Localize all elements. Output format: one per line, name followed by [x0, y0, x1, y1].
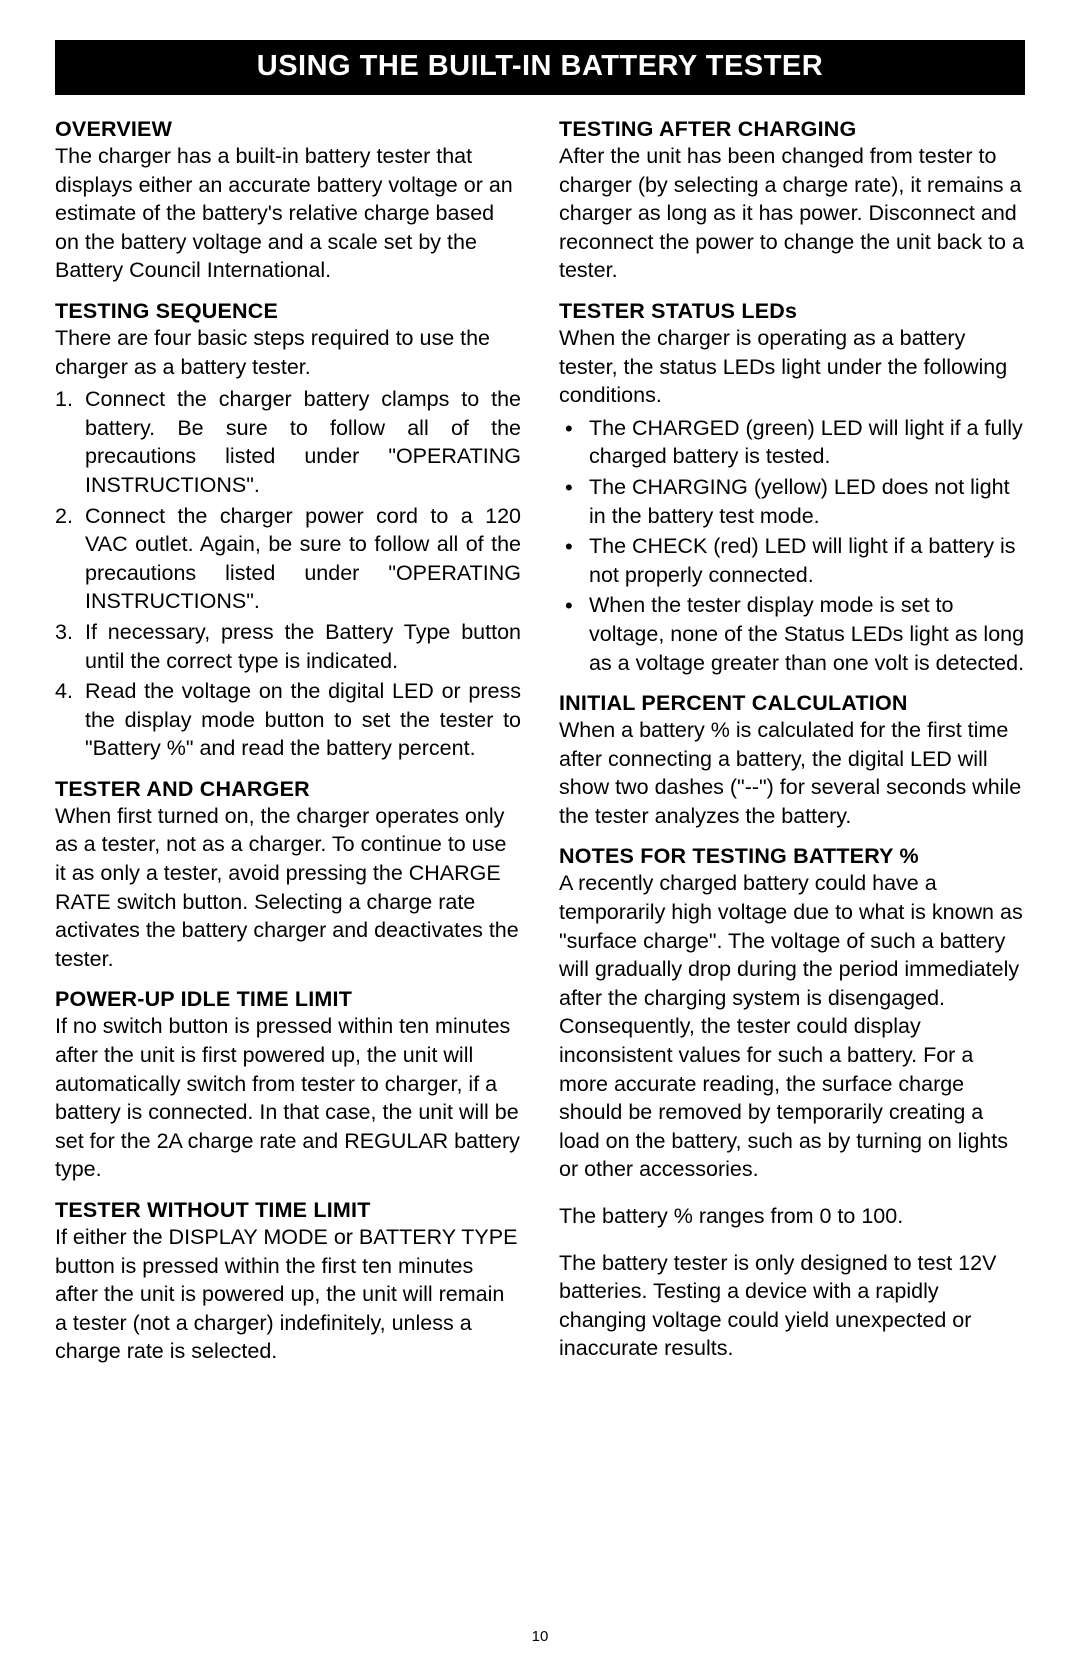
notes-testing-range: The battery % ranges from 0 to 100. [559, 1202, 1025, 1231]
list-item: Connect the charger power cord to a 120 … [55, 502, 521, 616]
notes-testing-body: A recently charged battery could have a … [559, 869, 1025, 1184]
power-up-idle-title: POWER-UP IDLE TIME LIMIT [55, 987, 521, 1012]
initial-percent-body: When a battery % is calculated for the f… [559, 716, 1025, 830]
overview-body: The charger has a built-in battery teste… [55, 142, 521, 285]
testing-sequence-intro: There are four basic steps required to u… [55, 324, 521, 381]
left-column: OVERVIEW The charger has a built-in batt… [55, 117, 521, 1370]
tester-without-time-limit-body: If either the DISPLAY MODE or BATTERY TY… [55, 1223, 521, 1366]
page-banner: USING THE BUILT-IN BATTERY TESTER [55, 40, 1025, 95]
tester-and-charger-title: TESTER AND CHARGER [55, 777, 521, 802]
right-column: TESTING AFTER CHARGING After the unit ha… [559, 117, 1025, 1370]
tester-status-leds-intro: When the charger is operating as a batte… [559, 324, 1025, 410]
testing-sequence-list: Connect the charger battery clamps to th… [55, 385, 521, 763]
list-item: Connect the charger battery clamps to th… [55, 385, 521, 499]
list-item: The CHECK (red) LED will light if a batt… [559, 532, 1025, 589]
list-item: Read the voltage on the digital LED or p… [55, 677, 521, 763]
testing-after-charging-body: After the unit has been changed from tes… [559, 142, 1025, 285]
tester-status-leds-title: TESTER STATUS LEDs [559, 299, 1025, 324]
list-item: If necessary, press the Battery Type but… [55, 618, 521, 675]
tester-status-leds-list: The CHARGED (green) LED will light if a … [559, 414, 1025, 677]
list-item: The CHARGING (yellow) LED does not light… [559, 473, 1025, 530]
tester-and-charger-body: When first turned on, the charger operat… [55, 802, 521, 974]
testing-sequence-title: TESTING SEQUENCE [55, 299, 521, 324]
initial-percent-title: INITIAL PERCENT CALCULATION [559, 691, 1025, 716]
list-item: When the tester display mode is set to v… [559, 591, 1025, 677]
overview-title: OVERVIEW [55, 117, 521, 142]
notes-testing-12v: The battery tester is only designed to t… [559, 1249, 1025, 1363]
power-up-idle-body: If no switch button is pressed within te… [55, 1012, 521, 1184]
notes-testing-title: NOTES FOR TESTING BATTERY % [559, 844, 1025, 869]
testing-after-charging-title: TESTING AFTER CHARGING [559, 117, 1025, 142]
page-number: 10 [0, 1628, 1080, 1645]
list-item: The CHARGED (green) LED will light if a … [559, 414, 1025, 471]
tester-without-time-limit-title: TESTER WITHOUT TIME LIMIT [55, 1198, 521, 1223]
content-columns: OVERVIEW The charger has a built-in batt… [55, 117, 1025, 1370]
